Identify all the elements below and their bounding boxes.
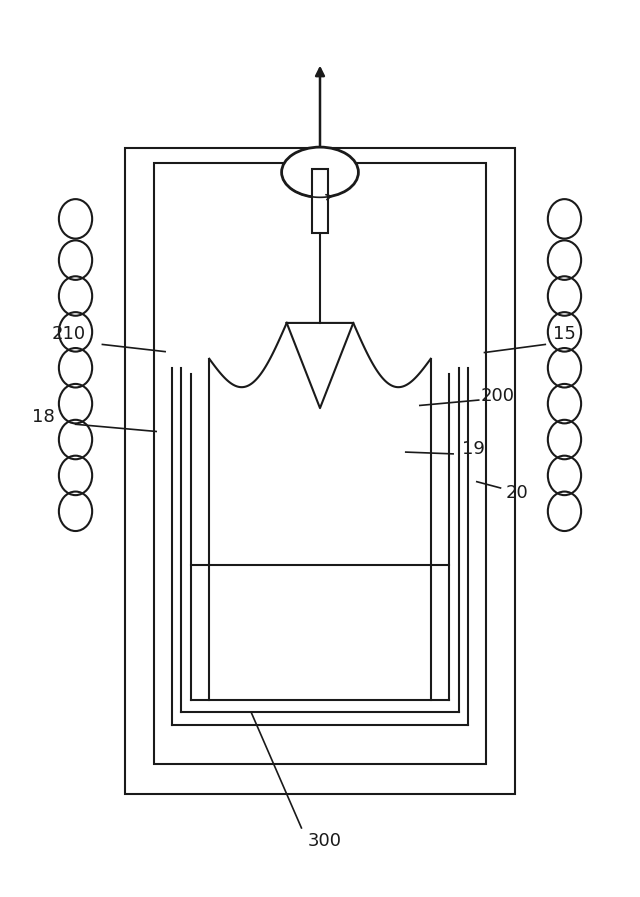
Bar (312, 169, 328, 233)
Text: 15: 15 (553, 325, 576, 343)
Polygon shape (287, 323, 353, 408)
Text: 18: 18 (32, 408, 55, 426)
Text: 20: 20 (506, 484, 529, 502)
Bar (125, 148, 515, 794)
Text: 210: 210 (52, 325, 86, 343)
Text: 19: 19 (462, 440, 485, 457)
Bar (154, 163, 486, 764)
Text: 200: 200 (481, 388, 515, 405)
Ellipse shape (282, 147, 358, 197)
Text: 300: 300 (307, 832, 342, 850)
